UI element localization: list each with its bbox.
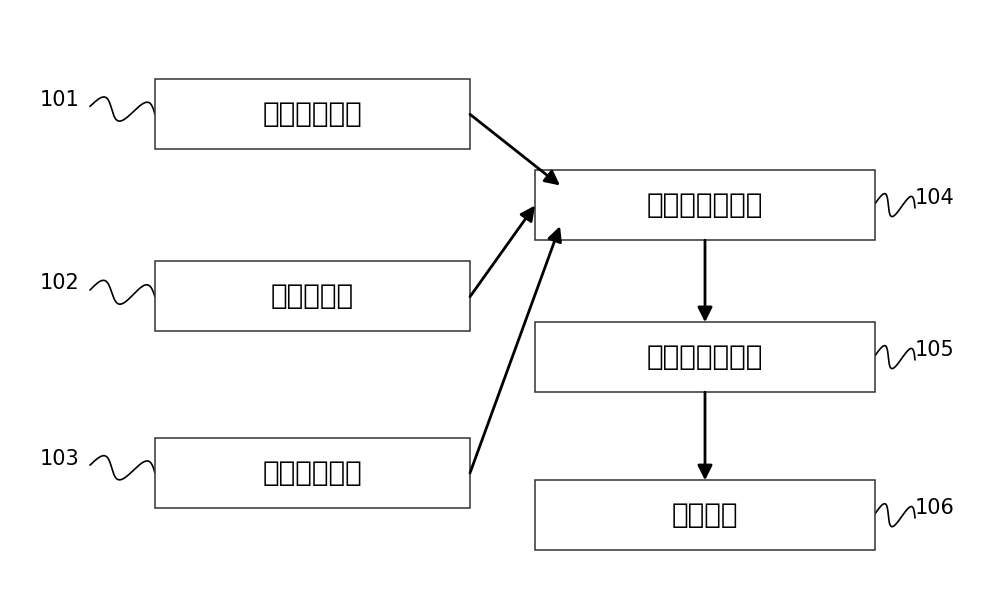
Text: 102: 102 [40, 273, 80, 292]
Text: 104: 104 [915, 188, 955, 207]
Text: 产品信息单元: 产品信息单元 [263, 100, 362, 128]
Text: 优先级标准单元: 优先级标准单元 [647, 343, 763, 371]
Text: 103: 103 [40, 449, 80, 469]
Text: 显示单元: 显示单元 [672, 501, 738, 530]
Bar [535, 322, 875, 392]
Text: 105: 105 [915, 340, 955, 359]
Bar [535, 480, 875, 550]
Text: 106: 106 [915, 498, 955, 517]
Text: 101: 101 [40, 91, 80, 110]
Bar [155, 261, 470, 331]
Bar [535, 170, 875, 240]
Text: 产品监控单元: 产品监控单元 [263, 458, 362, 487]
Text: 优先级计算单元: 优先级计算单元 [647, 191, 763, 219]
Text: 时刻表单元: 时刻表单元 [271, 282, 354, 311]
Bar [155, 79, 470, 149]
Bar [155, 438, 470, 508]
